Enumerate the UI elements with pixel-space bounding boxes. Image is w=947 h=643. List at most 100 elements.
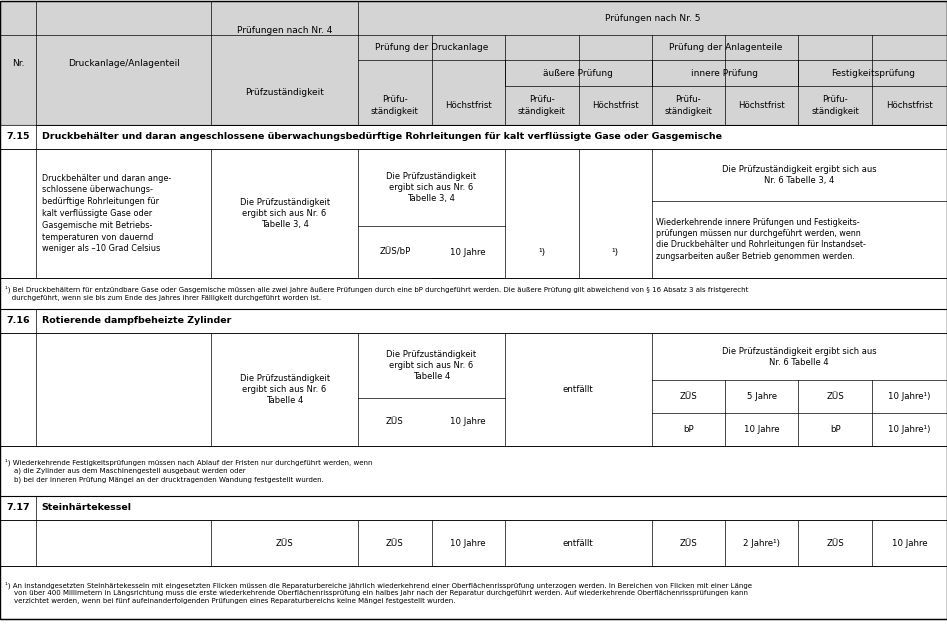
Bar bbox=[579, 86, 652, 125]
Text: ¹): ¹) bbox=[538, 248, 545, 257]
Text: 10 Jahre: 10 Jahre bbox=[451, 248, 486, 257]
Bar bbox=[872, 86, 947, 125]
Bar bbox=[798, 520, 872, 566]
Bar bbox=[36, 520, 211, 566]
Text: ¹) Bei Druckbehältern für entzündbare Gase oder Gasgemische müssen alle zwei Jah: ¹) Bei Druckbehältern für entzündbare Ga… bbox=[5, 285, 748, 301]
Bar bbox=[432, 399, 505, 446]
Bar bbox=[872, 413, 947, 446]
Text: Wiederkehrende innere Prüfungen und Festigkeits-
prüfungen müssen nur durchgefüh: Wiederkehrende innere Prüfungen und Fest… bbox=[656, 217, 867, 261]
Text: innere Prüfung: innere Prüfung bbox=[691, 69, 759, 78]
Bar bbox=[505, 149, 579, 278]
Bar bbox=[0, 520, 947, 566]
Bar bbox=[432, 86, 505, 125]
Text: Rotierende dampfbeheizte Zylinder: Rotierende dampfbeheizte Zylinder bbox=[42, 316, 231, 325]
Bar bbox=[0, 496, 947, 520]
Bar bbox=[725, 86, 798, 125]
Text: Druckbehälter und daran angeschlossene überwachungsbedürftige Rohrleitungen für : Druckbehälter und daran angeschlossene ü… bbox=[42, 132, 722, 141]
Bar bbox=[725, 413, 798, 446]
Text: 10 Jahre¹): 10 Jahre¹) bbox=[888, 392, 931, 401]
Bar bbox=[358, 226, 432, 278]
Text: Prüfungen nach Nr. 5: Prüfungen nach Nr. 5 bbox=[605, 14, 700, 23]
Bar bbox=[0, 520, 947, 566]
Text: Die Prüfzuständigkeit
ergibt sich aus Nr. 6
Tabelle 3, 4: Die Prüfzuständigkeit ergibt sich aus Nr… bbox=[386, 172, 476, 203]
Text: ZÜS: ZÜS bbox=[386, 539, 403, 548]
Bar bbox=[652, 520, 725, 566]
Bar bbox=[872, 520, 947, 566]
Bar bbox=[505, 60, 652, 86]
Bar bbox=[0, 1, 36, 125]
Bar bbox=[0, 446, 947, 496]
Text: entfällt: entfällt bbox=[563, 385, 594, 394]
Bar bbox=[358, 35, 505, 60]
Bar bbox=[725, 520, 798, 566]
Bar bbox=[0, 333, 36, 446]
Bar bbox=[652, 381, 725, 413]
Bar bbox=[579, 149, 652, 278]
Bar bbox=[0, 1, 947, 125]
Text: 7.17: 7.17 bbox=[7, 503, 29, 512]
Bar bbox=[211, 60, 358, 125]
Bar bbox=[358, 333, 505, 399]
Bar bbox=[432, 520, 505, 566]
Bar bbox=[0, 125, 947, 149]
Text: 7.16: 7.16 bbox=[7, 316, 29, 325]
Text: Steinhärtekessel: Steinhärtekessel bbox=[42, 503, 132, 512]
Text: Prüfung der Druckanlage: Prüfung der Druckanlage bbox=[375, 43, 488, 52]
Text: Prüfzuständigkeit: Prüfzuständigkeit bbox=[245, 88, 324, 97]
Text: Druckbehälter und daran ange-
schlossene überwachungs-
bedürftige Rohrleitungen : Druckbehälter und daran ange- schlossene… bbox=[42, 174, 170, 253]
Bar bbox=[798, 60, 947, 86]
Bar bbox=[358, 149, 505, 226]
Text: Die Prüfzuständigkeit
ergibt sich aus Nr. 6
Tabelle 3, 4: Die Prüfzuständigkeit ergibt sich aus Nr… bbox=[240, 198, 330, 229]
Text: Die Prüfzuständigkeit ergibt sich aus
Nr. 6 Tabelle 4: Die Prüfzuständigkeit ergibt sich aus Nr… bbox=[722, 347, 877, 367]
Bar bbox=[36, 1, 211, 125]
Bar bbox=[505, 86, 579, 125]
Text: Prüfungen nach Nr. 4: Prüfungen nach Nr. 4 bbox=[237, 26, 332, 35]
Bar bbox=[652, 149, 947, 278]
Text: ZÜS: ZÜS bbox=[386, 417, 403, 426]
Text: ¹) An instandgesetzten Steinhärtekesseln mit eingesetzten Flicken müssen die Rep: ¹) An instandgesetzten Steinhärtekesseln… bbox=[5, 581, 752, 604]
Bar bbox=[0, 125, 36, 149]
Bar bbox=[0, 309, 36, 333]
Text: 10 Jahre: 10 Jahre bbox=[451, 539, 486, 548]
Bar bbox=[798, 413, 872, 446]
Bar bbox=[211, 1, 358, 60]
Text: ZÜS: ZÜS bbox=[276, 539, 294, 548]
Bar bbox=[358, 520, 432, 566]
Bar bbox=[872, 381, 947, 413]
Bar bbox=[0, 149, 36, 278]
Text: ZÜS: ZÜS bbox=[827, 539, 844, 548]
Bar bbox=[652, 333, 947, 381]
Bar bbox=[432, 226, 505, 278]
Bar bbox=[725, 381, 798, 413]
Text: ¹) Wiederkehrende Festigkeitsprüfungen müssen nach Ablauf der Fristen nur durchg: ¹) Wiederkehrende Festigkeitsprüfungen m… bbox=[5, 458, 372, 483]
Bar bbox=[652, 86, 725, 125]
Text: Höchstfrist: Höchstfrist bbox=[886, 101, 933, 110]
Text: 10 Jahre¹): 10 Jahre¹) bbox=[888, 425, 931, 434]
Bar bbox=[0, 278, 947, 309]
Bar bbox=[798, 381, 872, 413]
Text: Prüfung der Anlagenteile: Prüfung der Anlagenteile bbox=[670, 43, 782, 52]
Bar bbox=[0, 309, 947, 333]
Text: ZÜS: ZÜS bbox=[680, 392, 697, 401]
Bar bbox=[505, 520, 652, 566]
Text: ZÜS: ZÜS bbox=[680, 539, 697, 548]
Bar bbox=[798, 86, 872, 125]
Bar bbox=[211, 149, 358, 278]
Text: 5 Jahre: 5 Jahre bbox=[747, 392, 777, 401]
Bar bbox=[36, 333, 211, 446]
Text: Höchstfrist: Höchstfrist bbox=[592, 101, 638, 110]
Text: Die Prüfzuständigkeit ergibt sich aus
Nr. 6 Tabelle 3, 4: Die Prüfzuständigkeit ergibt sich aus Nr… bbox=[722, 165, 877, 185]
Text: Prüfu-
ständigkeit: Prüfu- ständigkeit bbox=[665, 95, 712, 116]
Bar bbox=[505, 35, 947, 60]
Bar bbox=[0, 149, 947, 278]
Bar bbox=[0, 1, 947, 125]
Text: ZÜS/bP: ZÜS/bP bbox=[380, 248, 410, 257]
Text: Prüfu-
ständigkeit: Prüfu- ständigkeit bbox=[371, 95, 419, 116]
Bar bbox=[0, 333, 947, 446]
Text: Die Prüfzuständigkeit
ergibt sich aus Nr. 6
Tabelle 4: Die Prüfzuständigkeit ergibt sich aus Nr… bbox=[240, 374, 330, 405]
Bar bbox=[505, 333, 652, 446]
Bar bbox=[0, 333, 947, 446]
Text: 10 Jahre: 10 Jahre bbox=[451, 417, 486, 426]
Bar bbox=[652, 60, 798, 86]
Text: Die Prüfzuständigkeit
ergibt sich aus Nr. 6
Tabelle 4: Die Prüfzuständigkeit ergibt sich aus Nr… bbox=[386, 350, 476, 381]
